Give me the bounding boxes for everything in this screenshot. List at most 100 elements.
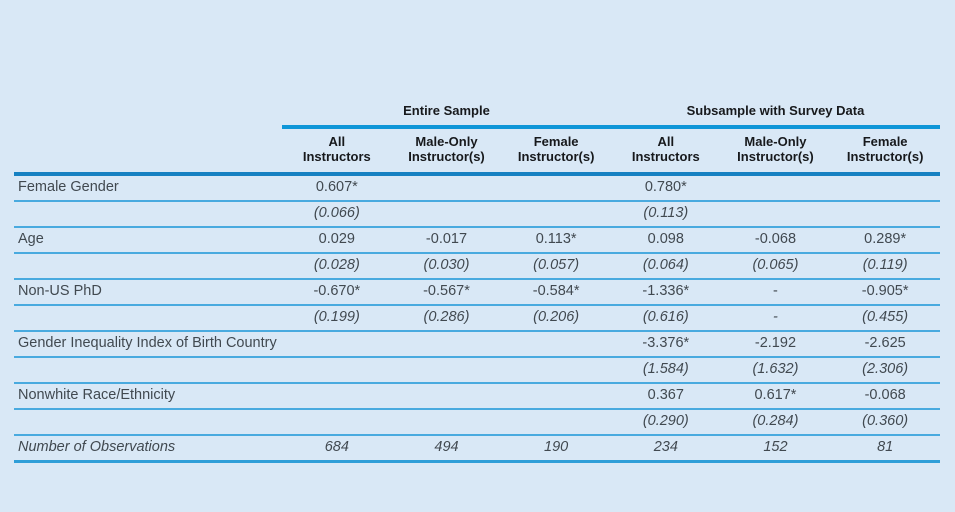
value-cell: 494 <box>391 434 502 463</box>
value-cell <box>391 408 502 435</box>
table-row: Gender Inequality Index of Birth Country… <box>14 330 940 357</box>
value-cell <box>501 330 611 357</box>
value-cell: 0.113* <box>501 226 611 253</box>
value-cell: - <box>720 304 831 331</box>
value-cell <box>282 330 392 357</box>
value-cell: -0.068 <box>830 382 940 409</box>
row-label: Non-US PhD <box>14 278 282 305</box>
column-header-male-only-subsample: Male-Only Instructor(s) <box>720 127 831 176</box>
value-cell <box>391 330 502 357</box>
value-cell: -0.670* <box>282 278 392 305</box>
value-cell: 0.607* <box>315 179 358 195</box>
value-cell: (0.286) <box>391 304 502 331</box>
value-cell <box>391 356 502 383</box>
value-cell <box>282 356 392 383</box>
value-cell: -2.625 <box>830 330 940 357</box>
table-row: (0.290) (0.284) (0.360) <box>14 408 940 435</box>
value-cell: (1.632) <box>720 356 831 383</box>
value-cell: 0.617* <box>720 382 831 409</box>
table-row: (0.028) (0.030) (0.057) (0.064) (0.065) (0.11… <box>14 252 940 279</box>
value-cell <box>501 200 611 227</box>
value-cell: 0.289* <box>830 226 940 253</box>
value-cell: 152 <box>720 434 831 463</box>
row-label: Number of Observations <box>14 434 282 463</box>
value-cell: 0.780* <box>644 179 687 195</box>
column-header-spacer <box>14 127 282 176</box>
value-cell: (2.306) <box>830 356 940 383</box>
value-cell: 0.029 <box>282 226 392 253</box>
value-cell: (0.290) <box>610 408 721 435</box>
value-cell: 684 <box>282 434 392 463</box>
value-cell: -0.017 <box>391 226 502 253</box>
value-cell: -2.192 <box>720 330 831 357</box>
row-label <box>14 356 282 383</box>
value-cell: (0.066) <box>282 200 392 227</box>
value-cell <box>830 200 940 227</box>
column-header-row: All Instructors Male-Only Instructor(s) … <box>14 127 940 176</box>
group-header-entire-sample: Entire Sample <box>282 97 611 129</box>
regression-table-container: Entire Sample Subsample with Survey Data… <box>14 97 940 463</box>
group-header-spacer <box>14 97 282 127</box>
value-cell <box>392 174 502 201</box>
value-cell: (0.057) <box>501 252 611 279</box>
value-cell: (0.119) <box>830 252 940 279</box>
value-cell: (0.113) <box>610 200 721 227</box>
value-cell: -0.905* <box>830 278 940 305</box>
value-cell <box>830 174 940 201</box>
value-cell <box>501 382 611 409</box>
row-label: Nonwhite Race/Ethnicity <box>14 382 282 409</box>
value-cell: (1.584) <box>610 356 721 383</box>
value-cell: (0.028) <box>282 252 392 279</box>
table-row: Non-US PhD -0.670* -0.567* -0.584* -1.336* - -… <box>14 278 940 305</box>
value-cell <box>282 408 392 435</box>
value-cell <box>501 408 611 435</box>
table-row: Number of Observations 684 494 190 234 152 81 <box>14 434 940 463</box>
column-header-all-instructors-subsample: All Instructors <box>610 127 721 176</box>
table-body: Female Gender 0.607* 0.780* (0.066) (0.113) A… <box>14 174 940 463</box>
table-row: (1.584) (1.632) (2.306) <box>14 356 940 383</box>
column-header-female-subsample: Female Instructor(s) <box>830 127 940 176</box>
value-cell: (0.065) <box>720 252 831 279</box>
table-row: (0.066) (0.113) <box>14 200 940 227</box>
value-cell: (0.199) <box>282 304 392 331</box>
table-row: (0.199) (0.286) (0.206) (0.616) - (0.455) <box>14 304 940 331</box>
value-cell: (0.030) <box>391 252 502 279</box>
value-cell <box>720 200 831 227</box>
value-cell: (0.284) <box>720 408 831 435</box>
value-cell: 81 <box>830 434 940 463</box>
group-header-row: Entire Sample Subsample with Survey Data <box>14 97 940 129</box>
value-cell <box>721 174 831 201</box>
value-cell: -0.567* <box>391 278 502 305</box>
value-cell: - <box>720 278 831 305</box>
row-label: Gender Inequality Index of Birth Country <box>14 330 282 357</box>
table-row: Female Gender 0.607* 0.780* <box>14 174 940 201</box>
regression-table: Entire Sample Subsample with Survey Data… <box>14 97 940 463</box>
row-label <box>14 408 282 435</box>
row-label: Female Gender <box>18 179 119 195</box>
value-cell: 234 <box>610 434 721 463</box>
value-cell: (0.064) <box>610 252 721 279</box>
value-cell <box>391 382 502 409</box>
table-row: Nonwhite Race/Ethnicity 0.367 0.617* -0.068 <box>14 382 940 409</box>
value-cell: -1.336* <box>610 278 721 305</box>
column-header-male-only-entire: Male-Only Instructor(s) <box>391 127 502 176</box>
value-cell <box>501 356 611 383</box>
value-cell <box>501 174 611 201</box>
row-label <box>14 252 282 279</box>
value-cell: 0.098 <box>610 226 721 253</box>
value-cell: -3.376* <box>610 330 721 357</box>
table-row: Age 0.029 -0.017 0.113* 0.098 -0.068 0.289* <box>14 226 940 253</box>
value-cell: -0.068 <box>720 226 831 253</box>
row-label <box>14 304 282 331</box>
value-cell <box>282 382 392 409</box>
value-cell: 0.367 <box>610 382 721 409</box>
column-header-all-instructors-entire: All Instructors <box>282 127 392 176</box>
value-cell: (0.360) <box>830 408 940 435</box>
column-header-female-entire: Female Instructor(s) <box>501 127 611 176</box>
value-cell <box>391 200 502 227</box>
value-cell: -0.584* <box>501 278 611 305</box>
group-header-subsample-survey: Subsample with Survey Data <box>610 97 940 129</box>
row-label: Age <box>14 226 282 253</box>
value-cell: (0.206) <box>501 304 611 331</box>
